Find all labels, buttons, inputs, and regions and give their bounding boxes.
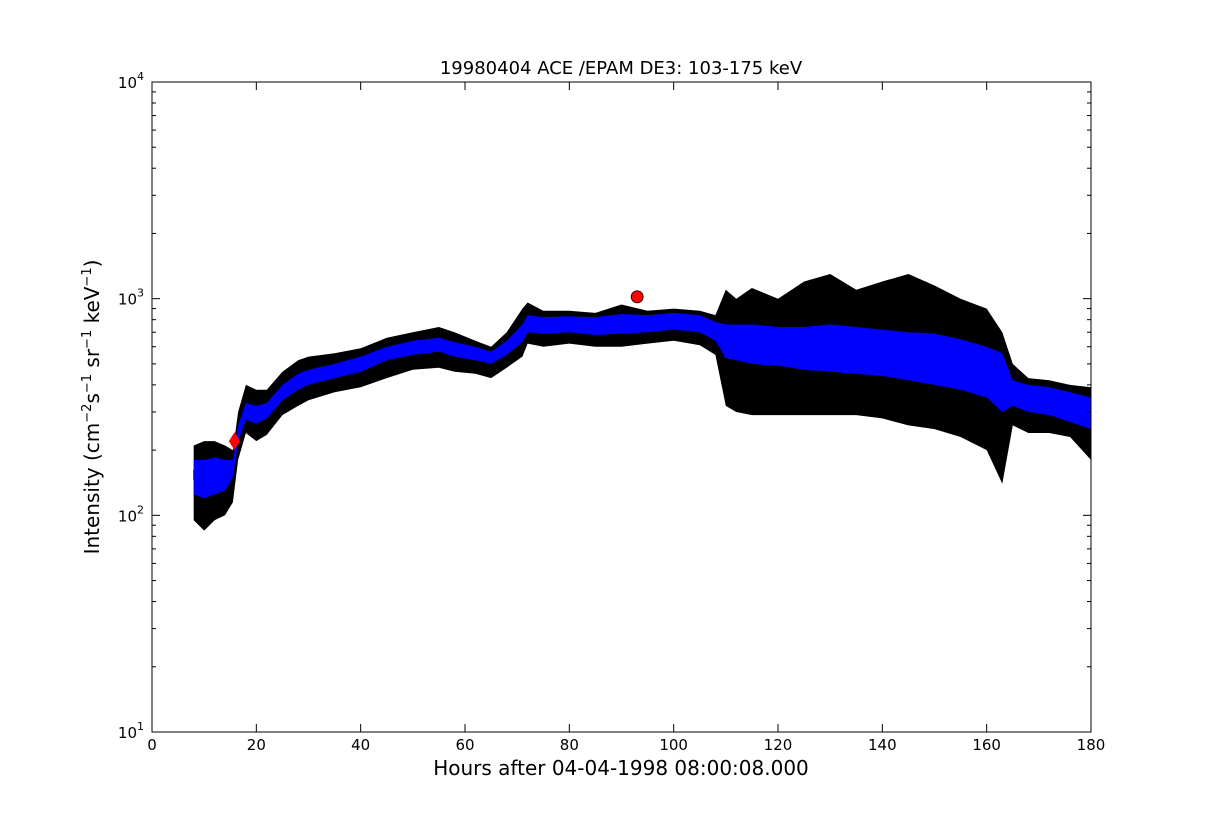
marker-layer — [228, 290, 644, 451]
smoothed-trace — [193, 314, 1091, 494]
y-axis-label-sup1: −2 — [80, 404, 95, 423]
y-axis-label: Intensity (cm−2s−1 sr−1 keV−1) — [80, 260, 104, 555]
smoothed-envelope — [193, 312, 1091, 499]
y-axis-label-sup3: −1 — [80, 330, 95, 349]
y-tick-label: 102 — [118, 503, 144, 525]
series-layer — [193, 274, 1091, 531]
x-tick-label: 40 — [351, 736, 370, 754]
y-axis-label-mid1: s — [80, 393, 104, 403]
axes-frame — [151, 81, 1092, 733]
y-axis-label-prefix: Intensity (cm — [80, 423, 104, 555]
chart-title: 19980404 ACE /EPAM DE3: 103-175 keV — [440, 58, 803, 79]
y-tick-label: 101 — [118, 720, 144, 742]
y-tick-label: 103 — [118, 287, 144, 309]
y-axis-label-mid2: sr — [80, 348, 104, 374]
y-axis-label-suffix: ) — [80, 260, 104, 268]
y-axis-label-sup4: −1 — [80, 267, 95, 286]
y-tick-label: 104 — [118, 70, 144, 92]
y-axis-label-sup2: −1 — [80, 374, 95, 393]
smoothed-series — [193, 312, 1091, 499]
y-ticks: 101 102 103 104 — [118, 70, 1091, 742]
x-tick-label: 120 — [764, 736, 793, 754]
x-axis-label: Hours after 04-04-1998 08:00:08.000 — [433, 756, 809, 780]
x-tick-label: 80 — [560, 736, 579, 754]
x-ticks: 0 20 40 60 80 100 120 140 160 180 — [147, 82, 1105, 754]
x-tick-label: 180 — [1077, 736, 1106, 754]
circle-marker — [630, 290, 644, 304]
raw-series — [193, 274, 1091, 531]
x-tick-label: 60 — [455, 736, 474, 754]
x-tick-label: 20 — [247, 736, 266, 754]
x-tick-label: 140 — [868, 736, 897, 754]
diamond-marker — [228, 432, 241, 451]
x-tick-label: 100 — [659, 736, 688, 754]
x-tick-label: 0 — [147, 736, 157, 754]
x-tick-label: 160 — [972, 736, 1001, 754]
y-axis-label-mid3: keV — [80, 286, 104, 330]
